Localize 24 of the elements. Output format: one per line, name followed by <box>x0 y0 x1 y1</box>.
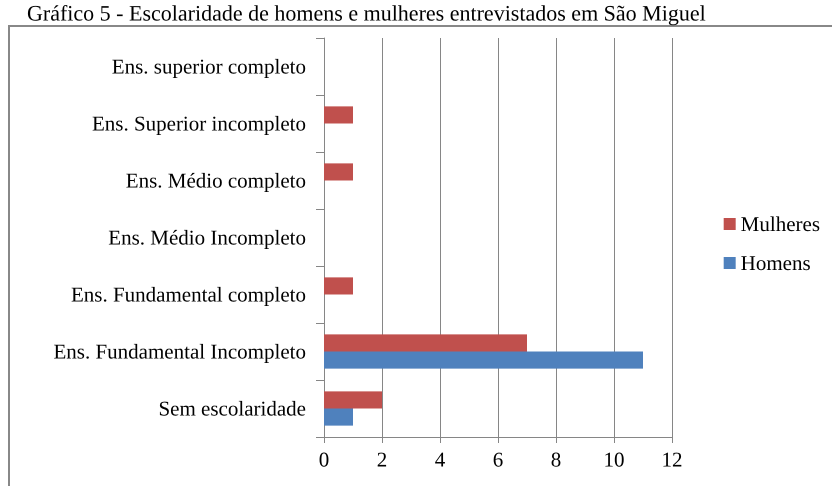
bar <box>324 106 353 124</box>
legend-label: Mulheres <box>740 212 820 236</box>
bar <box>324 277 353 294</box>
bar <box>324 352 643 369</box>
x-tick-label: 2 <box>376 448 388 472</box>
legend-label: Homens <box>740 251 811 275</box>
bar <box>324 334 527 352</box>
y-tick-label: Ens. Fundamental Incompleto <box>53 340 306 364</box>
x-tick-label: 4 <box>434 448 446 472</box>
bar <box>324 408 353 426</box>
y-tick-label: Ens. Médio Incompleto <box>108 226 306 250</box>
bar <box>324 391 382 408</box>
chart-title: Gráfico 5 - Escolaridade de homens e mulheres entrevistados em São Miguel <box>27 0 706 26</box>
y-tick-label: Sem escolaridade <box>158 396 306 420</box>
x-tick-label: 0 <box>318 448 330 472</box>
y-tick-label: Ens. Médio completo <box>126 168 306 192</box>
bar <box>324 163 353 180</box>
x-tick-label: 12 <box>662 448 682 472</box>
y-tick-label: Ens. superior completo <box>112 54 306 78</box>
y-tick-label: Ens. Superior incompleto <box>92 112 306 136</box>
y-tick-label: Ens. Fundamental completo <box>70 282 306 306</box>
x-tick-label: 6 <box>492 448 504 472</box>
x-tick-label: 8 <box>550 448 562 472</box>
x-tick-label: 10 <box>604 448 624 472</box>
